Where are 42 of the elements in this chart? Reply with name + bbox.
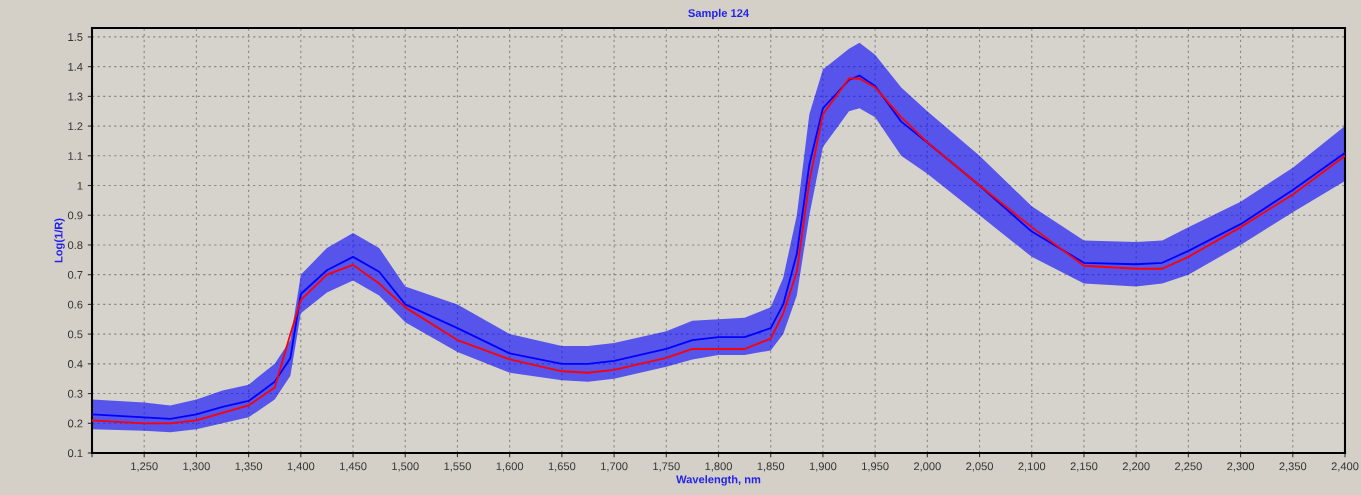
x-tick-label: 1,300 <box>183 462 210 472</box>
x-tick-label: 1,550 <box>444 462 471 472</box>
y-tick-label: 0.1 <box>67 449 83 458</box>
y-tick-label: 0.3 <box>67 389 83 398</box>
x-tick-label: 1,800 <box>705 462 732 472</box>
x-axis-title: Wavelength, nm <box>676 475 761 486</box>
x-tick-label: 1,900 <box>809 462 837 472</box>
x-tick-label: 2,200 <box>1122 462 1150 472</box>
x-tick-label: 1,350 <box>235 462 263 472</box>
y-tick-label: 1 <box>77 181 83 190</box>
x-tick-label: 1,850 <box>757 462 785 472</box>
y-tick-label: 1.5 <box>68 33 83 42</box>
x-tick-label: 2,000 <box>913 462 941 472</box>
y-tick-label: 1.2 <box>68 122 83 131</box>
y-tick-label: 1.4 <box>68 63 83 71</box>
x-tick-label: 1,450 <box>339 462 367 472</box>
x-tick-label: 1,400 <box>287 462 315 472</box>
y-tick-label: 0.8 <box>67 241 83 250</box>
x-tick-label: 1,950 <box>862 462 889 472</box>
y-tick-label: 1.1 <box>68 152 83 160</box>
x-tick-label: 1,650 <box>548 462 576 472</box>
x-tick-label: 2,100 <box>1018 462 1046 472</box>
x-tick-label: 2,400 <box>1331 462 1359 472</box>
x-tick-label: 1,750 <box>653 462 680 472</box>
y-axis-title: Log(1/R) <box>54 218 65 263</box>
x-tick-label: 1,500 <box>392 462 419 472</box>
y-tick-label: 1.3 <box>68 92 83 101</box>
x-tick-label: 1,250 <box>131 462 158 472</box>
x-tick-label: 2,250 <box>1175 462 1202 472</box>
y-tick-label: 0.7 <box>67 270 83 279</box>
y-tick-label: 0.6 <box>67 300 83 309</box>
x-tick-label: 2,350 <box>1279 462 1307 472</box>
y-tick-label: 0.5 <box>67 330 83 339</box>
x-tick-label: 1,600 <box>496 462 524 472</box>
x-tick-label: 2,300 <box>1227 462 1255 472</box>
chart-title: Sample 124 <box>688 8 750 20</box>
x-tick-label: 2,150 <box>1070 462 1098 472</box>
y-tick-label: 0.9 <box>67 211 83 220</box>
x-tick-label: 1,700 <box>601 462 628 472</box>
y-tick-label: 0.2 <box>67 419 83 428</box>
x-tick-label: 2,050 <box>966 462 994 472</box>
y-tick-label: 0.4 <box>67 360 83 368</box>
